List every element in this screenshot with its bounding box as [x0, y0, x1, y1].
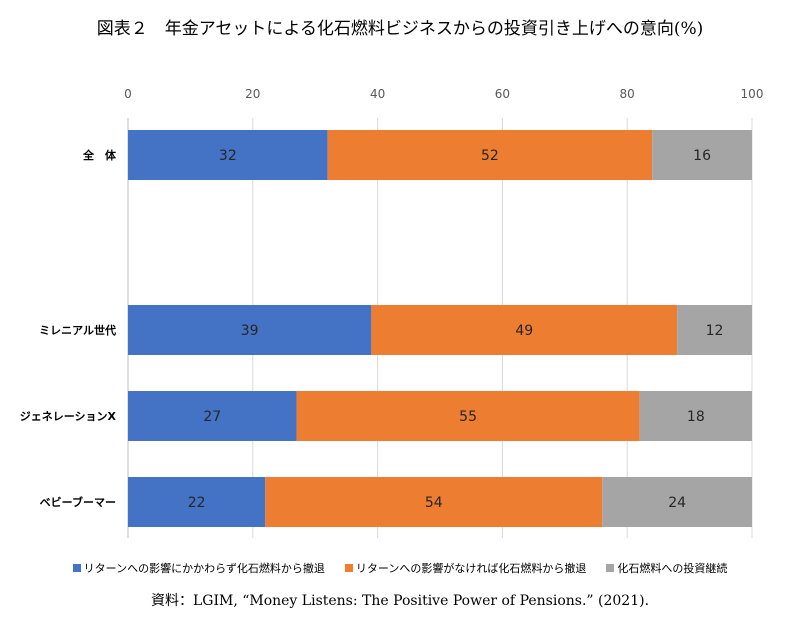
legend-label-2: リターンへの影響がなければ化石燃料から撤退	[355, 562, 587, 575]
legend-label-1: リターンへの影響にかかわらず化石燃料から撤退	[83, 562, 325, 575]
legend-item: リターンへの影響がなければ化石燃料から撤退	[344, 560, 587, 576]
data-label: 16	[693, 148, 711, 164]
bar-segment	[602, 477, 752, 527]
bar-segment	[296, 391, 640, 441]
data-label: 18	[687, 409, 705, 425]
data-label: 55	[459, 409, 477, 425]
x-tick-label: 20	[245, 87, 260, 101]
category-label: 全 体	[82, 148, 117, 162]
x-tick-label: 0	[124, 87, 132, 101]
x-tick-label: 100	[741, 87, 764, 101]
data-label: 39	[241, 323, 259, 339]
legend: リターンへの影響にかかわらず化石燃料から撤退 リターンへの影響がなければ化石燃料…	[0, 560, 800, 576]
data-label: 22	[188, 495, 206, 511]
data-label: 12	[706, 323, 724, 339]
bar-segment	[639, 391, 752, 441]
bar-segment	[128, 305, 372, 355]
bar-segment	[677, 305, 752, 355]
x-tick-label: 80	[620, 87, 635, 101]
bar-segment	[128, 477, 266, 527]
data-label: 54	[425, 495, 443, 511]
legend-swatch-1	[72, 564, 81, 572]
bar-segment	[371, 305, 678, 355]
category-label: ミレニアル世代	[39, 323, 116, 337]
data-label: 24	[668, 495, 686, 511]
bar-segment	[128, 391, 297, 441]
data-label: 49	[515, 323, 533, 339]
source-note: 資料：LGIM, “Money Listens: The Positive Po…	[150, 593, 650, 609]
legend-swatch-3	[606, 564, 615, 572]
bar-segment	[265, 477, 603, 527]
category-label: ベビーブーマー	[40, 495, 116, 509]
data-label: 32	[219, 148, 237, 164]
x-tick-label: 40	[370, 87, 385, 101]
x-tick-label: 60	[495, 87, 510, 101]
category-label: ジェネレーションX	[20, 410, 117, 423]
chart-title: 図表２ 年金アセットによる化石燃料ビジネスからの投資引き上げへの意向(%)	[96, 19, 704, 39]
bar-segment	[128, 130, 328, 180]
legend-item: 化石燃料への投資継続	[606, 560, 727, 576]
legend-swatch-2	[344, 564, 353, 572]
bar-segment	[652, 130, 752, 180]
legend-label-3: 化石燃料への投資継続	[617, 562, 728, 575]
data-label: 27	[203, 409, 221, 425]
data-label: 52	[481, 148, 499, 164]
bar-segment	[327, 130, 653, 180]
legend-item: リターンへの影響にかかわらず化石燃料から撤退	[72, 560, 325, 576]
